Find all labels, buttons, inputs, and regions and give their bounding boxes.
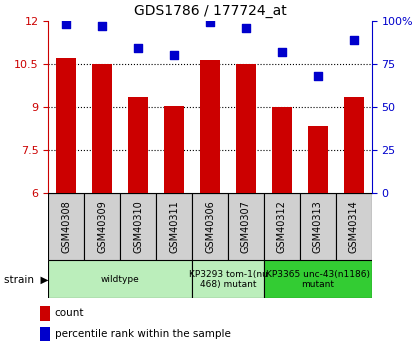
Bar <box>336 193 372 260</box>
Bar <box>272 107 292 193</box>
Bar <box>344 97 364 193</box>
Text: GSM40311: GSM40311 <box>169 200 179 253</box>
Text: KP3365 unc-43(n1186)
mutant: KP3365 unc-43(n1186) mutant <box>266 270 370 289</box>
Bar <box>300 193 336 260</box>
Bar <box>40 327 50 341</box>
Text: GSM40314: GSM40314 <box>349 200 359 253</box>
Point <box>99 23 105 29</box>
Text: GSM40309: GSM40309 <box>97 200 107 253</box>
Bar <box>264 193 300 260</box>
Bar <box>92 64 112 193</box>
Text: wildtype: wildtype <box>101 275 139 284</box>
Text: percentile rank within the sample: percentile rank within the sample <box>55 329 231 339</box>
Point <box>315 73 321 79</box>
Point <box>135 46 142 51</box>
Point <box>63 21 70 27</box>
Bar <box>236 64 256 193</box>
Bar <box>264 260 372 298</box>
Text: GSM40310: GSM40310 <box>133 200 143 253</box>
Bar <box>192 193 228 260</box>
Text: GSM40313: GSM40313 <box>313 200 323 253</box>
Bar <box>156 193 192 260</box>
Title: GDS1786 / 177724_at: GDS1786 / 177724_at <box>134 4 286 18</box>
Bar <box>48 260 192 298</box>
Bar <box>192 260 264 298</box>
Bar <box>120 193 156 260</box>
Text: count: count <box>55 308 84 318</box>
Bar <box>128 97 148 193</box>
Bar <box>228 193 264 260</box>
Text: GSM40312: GSM40312 <box>277 200 287 253</box>
Bar <box>200 60 220 193</box>
Bar <box>56 58 76 193</box>
Bar <box>308 126 328 193</box>
Point <box>171 52 177 58</box>
Text: KP3293 tom-1(nu
468) mutant: KP3293 tom-1(nu 468) mutant <box>189 270 268 289</box>
Text: GSM40308: GSM40308 <box>61 200 71 253</box>
Text: GSM40307: GSM40307 <box>241 200 251 253</box>
Bar <box>84 193 120 260</box>
Point <box>278 49 285 55</box>
Text: strain  ▶: strain ▶ <box>4 275 49 284</box>
Bar <box>164 106 184 193</box>
Point <box>207 20 213 25</box>
Bar <box>40 306 50 321</box>
Point <box>350 37 357 42</box>
Point <box>243 25 249 30</box>
Text: GSM40306: GSM40306 <box>205 200 215 253</box>
Bar <box>48 193 84 260</box>
